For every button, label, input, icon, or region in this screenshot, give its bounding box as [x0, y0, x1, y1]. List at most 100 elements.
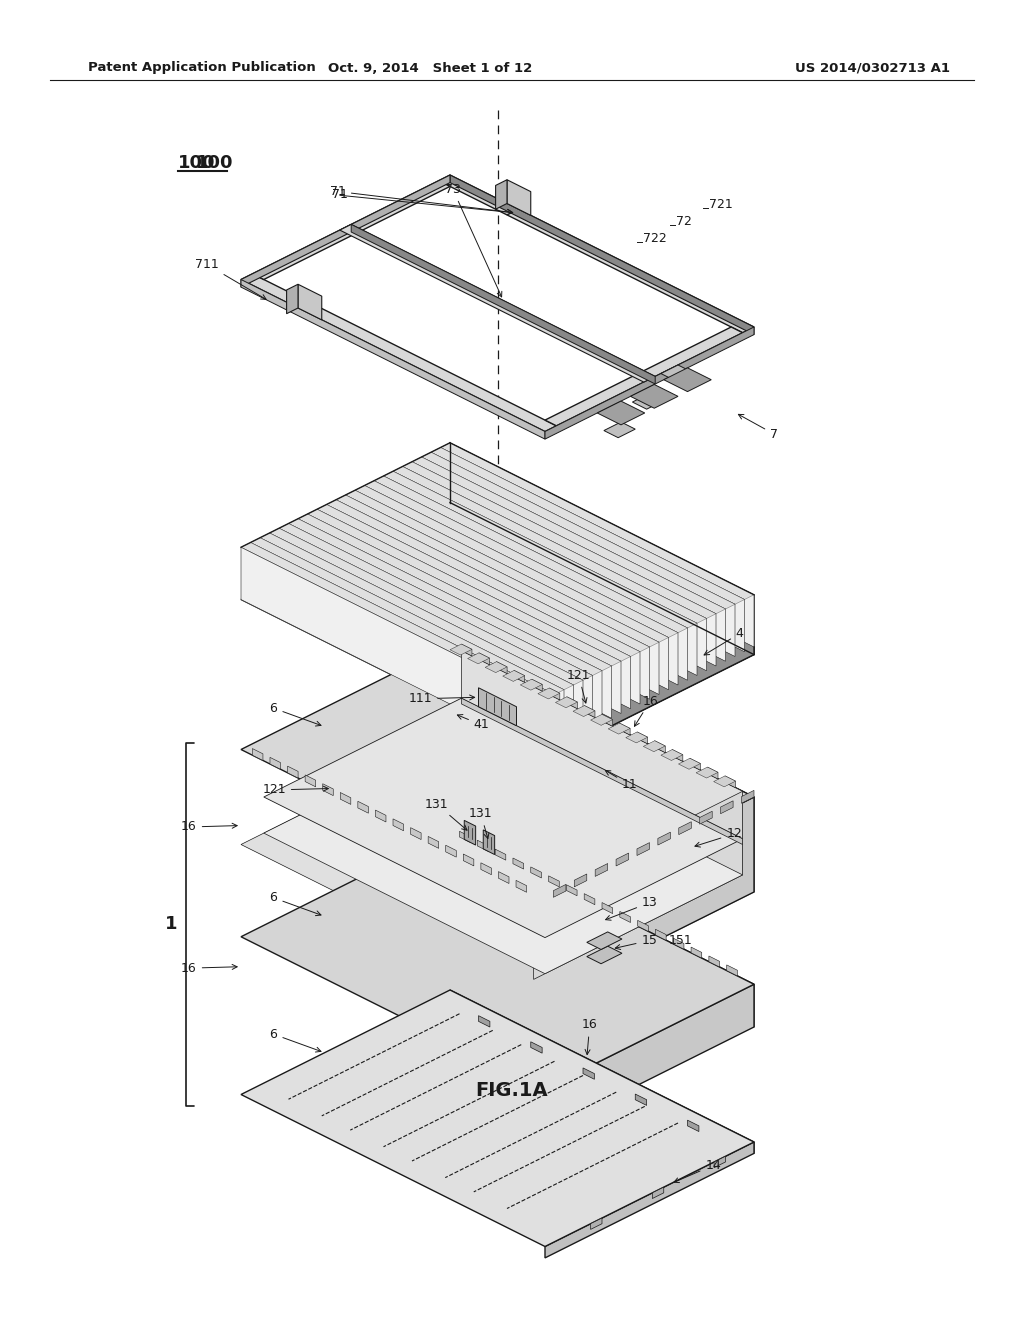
Polygon shape [574, 874, 587, 887]
Polygon shape [690, 758, 700, 770]
Polygon shape [241, 548, 545, 751]
Polygon shape [260, 533, 573, 690]
Polygon shape [422, 457, 725, 661]
Polygon shape [264, 698, 742, 937]
Text: 121: 121 [567, 669, 591, 704]
Polygon shape [507, 180, 530, 215]
Polygon shape [699, 812, 713, 824]
Polygon shape [289, 572, 602, 727]
Polygon shape [450, 990, 754, 1154]
Polygon shape [393, 466, 707, 623]
Polygon shape [412, 462, 716, 667]
Polygon shape [384, 471, 697, 628]
Polygon shape [345, 495, 649, 700]
Polygon shape [463, 854, 474, 866]
Polygon shape [514, 671, 524, 682]
Polygon shape [450, 644, 472, 655]
Polygon shape [643, 741, 666, 751]
Polygon shape [241, 645, 754, 902]
Polygon shape [727, 965, 737, 975]
Polygon shape [637, 731, 648, 744]
Text: 111: 111 [409, 692, 475, 705]
Polygon shape [241, 495, 754, 751]
Polygon shape [545, 1142, 754, 1258]
Polygon shape [545, 327, 742, 426]
Text: 151: 151 [669, 935, 692, 946]
Text: 6: 6 [269, 891, 321, 916]
Polygon shape [393, 519, 707, 676]
Polygon shape [620, 723, 630, 735]
Text: 73: 73 [445, 183, 502, 297]
Polygon shape [374, 528, 687, 685]
Polygon shape [269, 533, 573, 738]
Text: 4: 4 [705, 627, 743, 655]
Polygon shape [445, 845, 457, 857]
Polygon shape [477, 841, 488, 851]
Polygon shape [384, 524, 697, 680]
Polygon shape [365, 533, 678, 690]
Polygon shape [620, 911, 631, 923]
Text: 722: 722 [643, 232, 667, 246]
Polygon shape [431, 500, 744, 656]
Polygon shape [530, 1041, 542, 1053]
Polygon shape [450, 645, 754, 892]
Polygon shape [585, 706, 595, 718]
Polygon shape [660, 750, 683, 760]
Polygon shape [289, 519, 602, 676]
Polygon shape [633, 393, 664, 409]
Polygon shape [657, 832, 671, 845]
Polygon shape [270, 758, 281, 770]
Polygon shape [323, 784, 333, 796]
Text: 1: 1 [165, 915, 177, 933]
Polygon shape [384, 477, 687, 680]
Polygon shape [307, 513, 611, 718]
Polygon shape [241, 273, 556, 432]
Polygon shape [516, 880, 526, 892]
Polygon shape [298, 284, 322, 319]
Polygon shape [462, 651, 742, 875]
Polygon shape [428, 837, 438, 849]
Polygon shape [241, 832, 754, 1089]
Polygon shape [531, 680, 543, 692]
Polygon shape [431, 447, 744, 605]
Text: 6: 6 [269, 702, 321, 726]
Polygon shape [287, 284, 298, 314]
Polygon shape [591, 1218, 602, 1229]
Polygon shape [584, 894, 595, 904]
Polygon shape [365, 486, 669, 690]
Polygon shape [251, 537, 564, 694]
Polygon shape [520, 680, 543, 690]
Polygon shape [264, 734, 742, 974]
Polygon shape [450, 832, 754, 1027]
Polygon shape [279, 524, 593, 680]
Polygon shape [679, 821, 691, 834]
Polygon shape [687, 1121, 699, 1131]
Polygon shape [595, 863, 607, 876]
Polygon shape [591, 714, 612, 725]
Polygon shape [616, 853, 629, 866]
Polygon shape [393, 471, 697, 676]
Polygon shape [673, 939, 684, 949]
Text: 16: 16 [181, 821, 238, 833]
Text: FIG.1A: FIG.1A [476, 1081, 548, 1100]
Polygon shape [317, 557, 631, 714]
Text: 12: 12 [695, 828, 742, 847]
Polygon shape [241, 741, 754, 997]
Polygon shape [279, 528, 583, 733]
Polygon shape [549, 688, 560, 700]
Polygon shape [355, 490, 659, 694]
Polygon shape [251, 590, 564, 747]
Polygon shape [305, 775, 315, 787]
Polygon shape [422, 504, 735, 661]
Polygon shape [587, 932, 622, 949]
Polygon shape [450, 176, 754, 334]
Polygon shape [317, 504, 631, 661]
Polygon shape [402, 466, 707, 671]
Polygon shape [345, 543, 659, 700]
Polygon shape [503, 671, 524, 681]
Polygon shape [431, 453, 735, 656]
Text: 121: 121 [262, 784, 329, 796]
Text: Oct. 9, 2014   Sheet 1 of 12: Oct. 9, 2014 Sheet 1 of 12 [328, 62, 532, 74]
Polygon shape [478, 688, 516, 726]
Polygon shape [393, 818, 403, 830]
